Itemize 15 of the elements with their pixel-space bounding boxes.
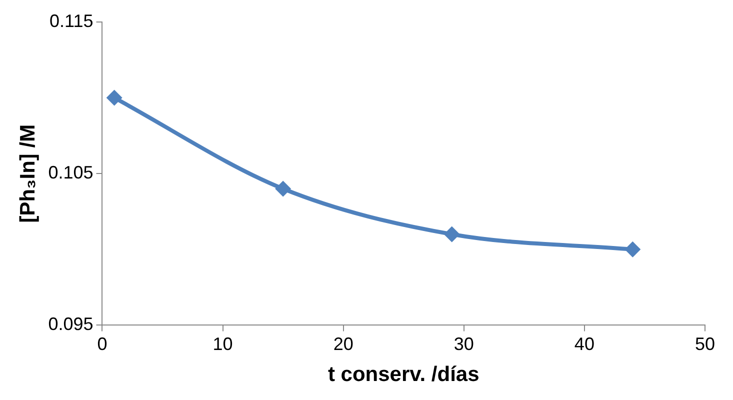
x-axis-title: t conserv. /días [328, 363, 480, 386]
y-axis-title: [Ph₃In] /M [16, 124, 40, 223]
point [624, 241, 641, 258]
y-tick-label: 0.105 [48, 162, 94, 183]
x-tick-label: 10 [212, 334, 233, 354]
x-tick-label: 30 [454, 334, 474, 354]
y-tick-label: 0.095 [48, 314, 94, 334]
point [106, 90, 122, 106]
x-tick-label: 0 [97, 334, 108, 354]
point [444, 226, 460, 242]
y-tick-label: 0.115 [50, 10, 94, 31]
x-tick-label: 50 [694, 334, 716, 354]
x-tick-label: 20 [333, 334, 354, 354]
x-tick-label: 40 [574, 334, 594, 354]
point [275, 180, 292, 197]
